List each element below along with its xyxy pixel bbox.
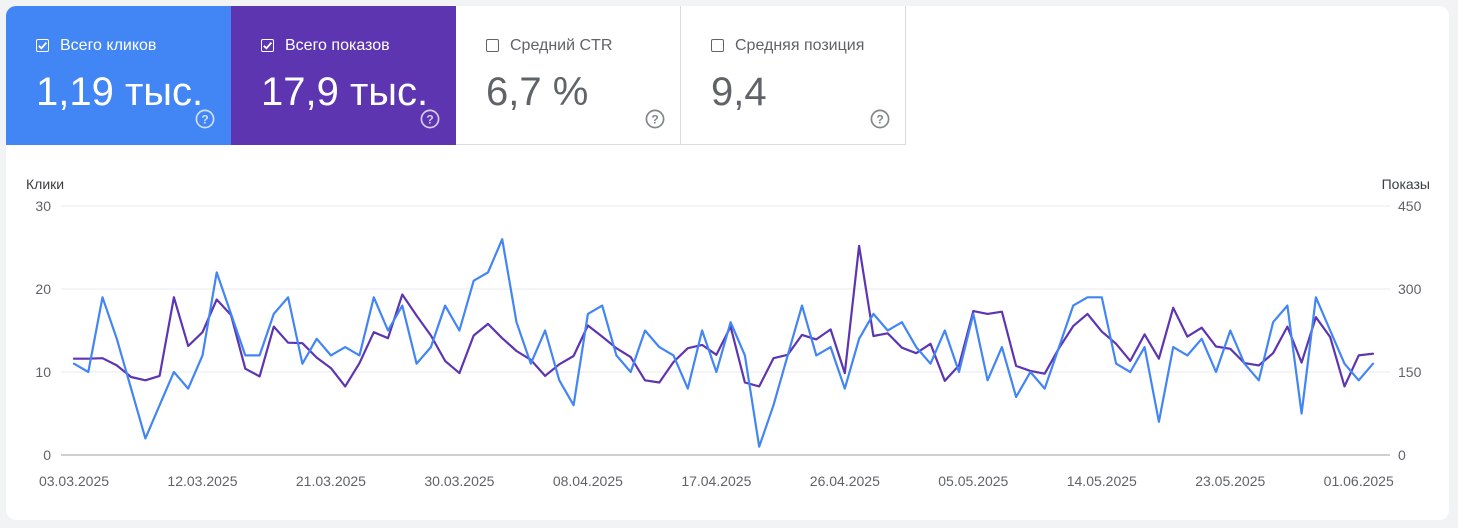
checkbox-average-ctr[interactable]: [486, 39, 499, 52]
svg-text:?: ?: [876, 113, 883, 127]
metric-label: Всего кликов: [60, 37, 157, 54]
svg-text:?: ?: [201, 113, 208, 127]
right-y-tick-label: 150: [1398, 364, 1422, 380]
checkbox-total-clicks[interactable]: [36, 39, 49, 52]
check-icon: [263, 42, 273, 50]
metric-label: Средний CTR: [510, 37, 613, 54]
right-axis-title: Показы: [1381, 176, 1430, 192]
metric-card-total-clicks[interactable]: Всего кликов 1,19 тыс. ?: [6, 6, 231, 145]
clicks-series-line: [72, 238, 1375, 448]
left-y-tick-label: 30: [35, 198, 51, 214]
impressions-series-line: [72, 244, 1375, 388]
metric-label: Всего показов: [285, 37, 390, 54]
svg-text:?: ?: [651, 113, 658, 127]
help-icon[interactable]: ?: [420, 109, 440, 129]
metric-cards: Всего кликов 1,19 тыс. ? Всего показов 1…: [6, 6, 906, 145]
right-y-tick-label: 300: [1398, 281, 1422, 297]
svg-text:?: ?: [426, 113, 433, 127]
left-y-tick-label: 0: [43, 447, 51, 463]
right-y-tick-label: 0: [1398, 447, 1406, 463]
x-tick-label: 23.05.2025: [1195, 473, 1265, 489]
left-y-tick-label: 20: [35, 281, 51, 297]
metric-value: 1,19 тыс.: [36, 70, 204, 114]
x-tick-label: 01.06.2025: [1324, 473, 1394, 489]
metric-label: Средняя позиция: [735, 37, 865, 54]
left-y-tick-label: 10: [35, 364, 51, 380]
x-tick-label: 30.03.2025: [424, 473, 494, 489]
x-tick-label: 17.04.2025: [681, 473, 751, 489]
checkbox-average-position[interactable]: [711, 39, 724, 52]
metric-card-total-impressions[interactable]: Всего показов 17,9 тыс. ?: [231, 6, 456, 145]
metric-card-average-ctr[interactable]: Средний CTR 6,7 % ?: [456, 6, 681, 145]
x-tick-label: 03.03.2025: [39, 473, 109, 489]
x-tick-label: 26.04.2025: [810, 473, 880, 489]
right-y-tick-label: 450: [1398, 198, 1422, 214]
metric-card-average-position[interactable]: Средняя позиция 9,4 ?: [681, 6, 906, 145]
metric-value: 6,7 %: [486, 70, 589, 114]
x-tick-label: 12.03.2025: [167, 473, 237, 489]
x-tick-label: 14.05.2025: [1067, 473, 1137, 489]
checkbox-total-impressions[interactable]: [261, 39, 274, 52]
help-icon[interactable]: ?: [195, 109, 215, 129]
metric-value: 17,9 тыс.: [261, 70, 429, 114]
metric-value: 9,4: [711, 70, 767, 114]
performance-panel: Всего кликов 1,19 тыс. ? Всего показов 1…: [6, 6, 1449, 520]
help-icon[interactable]: ?: [645, 109, 665, 129]
help-icon[interactable]: ?: [870, 109, 890, 129]
x-tick-label: 08.04.2025: [553, 473, 623, 489]
x-tick-label: 21.03.2025: [296, 473, 366, 489]
left-axis-title: Клики: [26, 176, 65, 192]
x-tick-label: 05.05.2025: [938, 473, 1008, 489]
check-icon: [38, 42, 48, 50]
